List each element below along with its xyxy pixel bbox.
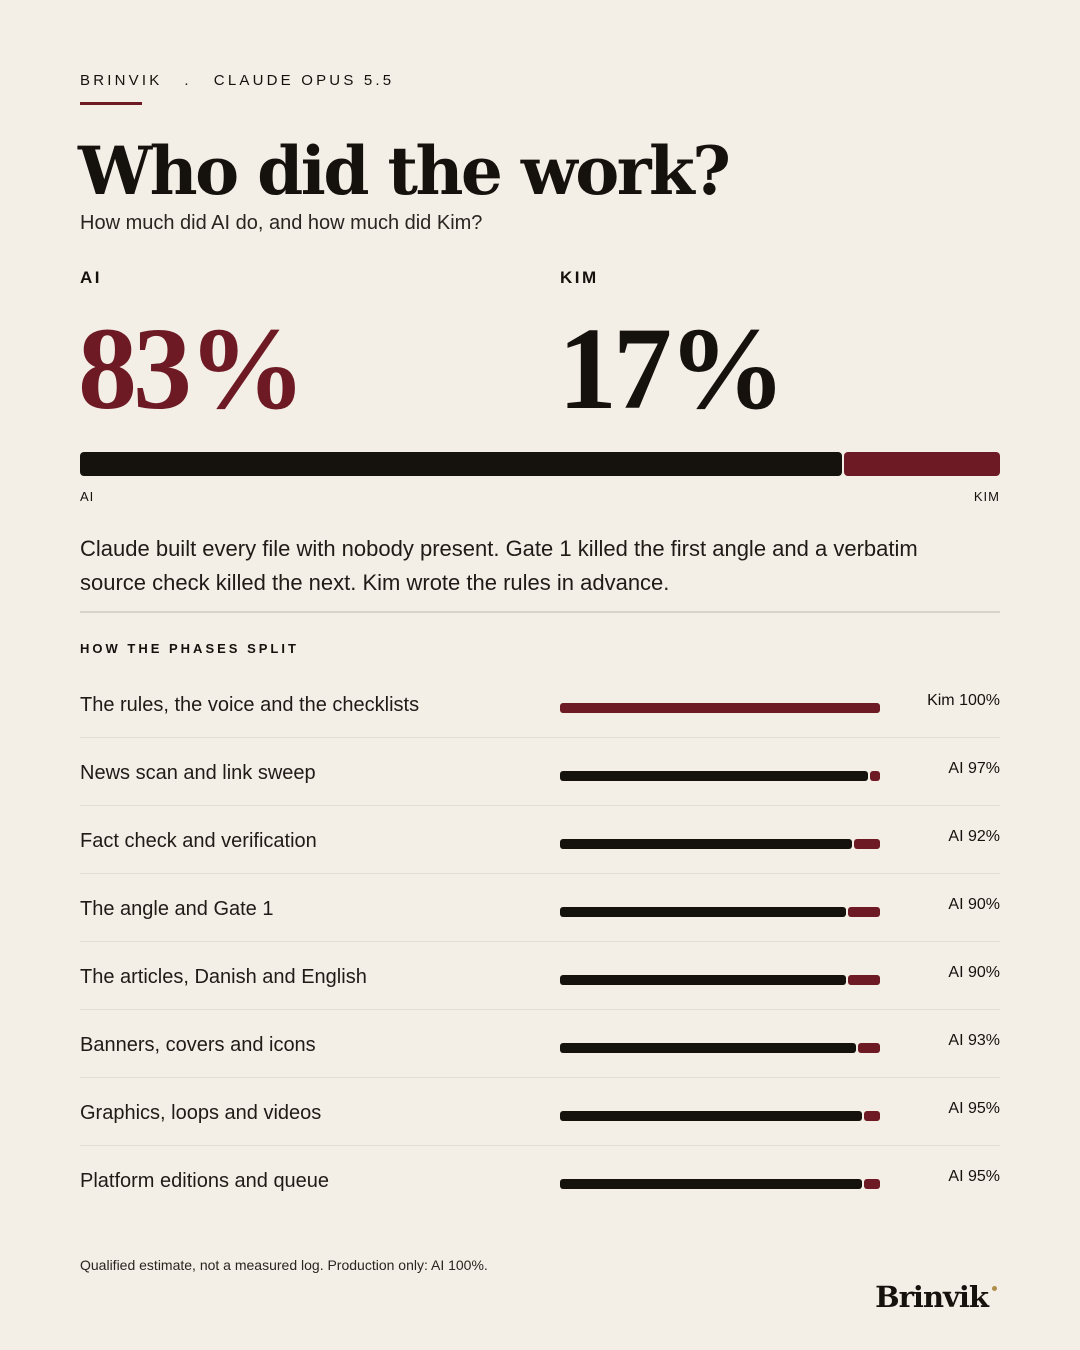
overall-ai-segment bbox=[80, 452, 842, 476]
phase-label: Fact check and verification bbox=[80, 830, 317, 852]
phase-label: News scan and link sweep bbox=[80, 762, 316, 784]
overall-split-bar bbox=[80, 452, 1000, 476]
description: Claude built every file with nobody pres… bbox=[80, 536, 918, 595]
bar-left-label: AI bbox=[80, 489, 95, 504]
row-divider bbox=[80, 941, 1000, 942]
phase-value-label: AI 97% bbox=[948, 760, 1000, 777]
phase-row: Platform editions and queue AI 95% bbox=[80, 1168, 1000, 1238]
kim-share-value: 17% bbox=[558, 303, 786, 434]
phase-value-label: AI 93% bbox=[948, 1032, 1000, 1049]
page-subtitle: How much did AI do, and how much did Kim… bbox=[80, 212, 483, 234]
kicker-brand: BRINVIK bbox=[80, 72, 163, 89]
row-divider bbox=[80, 1145, 1000, 1146]
phase-kim-segment bbox=[854, 839, 880, 849]
phase-row: The rules, the voice and the checklists K… bbox=[80, 692, 1000, 762]
phase-ai-segment bbox=[560, 771, 868, 781]
phase-row: Banners, covers and icons AI 93% bbox=[80, 1032, 1000, 1102]
phase-ai-segment bbox=[560, 1111, 862, 1121]
phase-ai-segment bbox=[560, 975, 846, 985]
phase-bar bbox=[560, 907, 880, 917]
kicker: BRINVIK. CLAUDE OPUS 5.5 bbox=[80, 72, 394, 89]
brand-dot bbox=[992, 1286, 997, 1291]
row-divider bbox=[80, 873, 1000, 874]
phase-row: News scan and link sweep AI 97% bbox=[80, 760, 1000, 830]
phase-row: The articles, Danish and English AI 90% bbox=[80, 964, 1000, 1034]
phase-value-label: Kim 100% bbox=[927, 692, 1000, 709]
footnote: Qualified estimate, not a measured log. … bbox=[80, 1257, 488, 1273]
phase-bar bbox=[560, 771, 880, 781]
phase-kim-segment bbox=[870, 771, 880, 781]
phase-label: The rules, the voice and the checklists bbox=[80, 694, 420, 716]
phase-kim-segment bbox=[864, 1111, 880, 1121]
phase-value-label: AI 95% bbox=[948, 1100, 1000, 1117]
ai-column-label: AI bbox=[80, 268, 102, 287]
phase-kim-segment bbox=[858, 1043, 880, 1053]
phase-bar bbox=[560, 1179, 880, 1189]
phase-bar bbox=[560, 703, 880, 713]
phase-label: The angle and Gate 1 bbox=[80, 898, 274, 920]
row-divider bbox=[80, 1009, 1000, 1010]
kicker-separator: . bbox=[184, 72, 192, 89]
phase-kim-segment bbox=[848, 907, 880, 917]
section-heading: HOW THE PHASES SPLIT bbox=[80, 641, 299, 656]
phase-value-label: AI 90% bbox=[948, 964, 1000, 981]
phase-row: Graphics, loops and videos AI 95% bbox=[80, 1100, 1000, 1170]
phase-bar bbox=[560, 1043, 880, 1053]
phase-label: Banners, covers and icons bbox=[80, 1034, 316, 1056]
phase-value-label: AI 90% bbox=[948, 896, 1000, 913]
phase-value-label: AI 95% bbox=[948, 1168, 1000, 1185]
phase-ai-segment bbox=[560, 839, 852, 849]
phase-bar bbox=[560, 839, 880, 849]
phase-label: Graphics, loops and videos bbox=[80, 1102, 322, 1124]
row-divider bbox=[80, 1077, 1000, 1078]
row-divider bbox=[80, 737, 1000, 738]
phase-label: The articles, Danish and English bbox=[80, 966, 367, 988]
bar-right-label: KIM bbox=[973, 489, 1000, 504]
page-title: Who did the work? bbox=[78, 132, 731, 210]
phase-row: Fact check and verification AI 92% bbox=[80, 828, 1000, 898]
overall-kim-segment bbox=[844, 452, 1000, 476]
phase-ai-segment bbox=[560, 1179, 862, 1189]
phase-value-label: AI 92% bbox=[948, 828, 1000, 845]
phase-ai-segment bbox=[560, 1043, 856, 1053]
phase-bar bbox=[560, 1111, 880, 1121]
phase-label: Platform editions and queue bbox=[80, 1170, 330, 1192]
kim-column-label: KIM bbox=[560, 268, 599, 287]
phase-ai-segment bbox=[560, 907, 846, 917]
phase-kim-segment bbox=[864, 1179, 880, 1189]
phase-bar bbox=[560, 975, 880, 985]
ai-share-value: 83% bbox=[78, 303, 306, 434]
phase-kim-segment bbox=[560, 703, 880, 713]
row-divider bbox=[80, 805, 1000, 806]
phase-row: The angle and Gate 1 AI 90% bbox=[80, 896, 1000, 966]
phase-kim-segment bbox=[848, 975, 880, 985]
kicker-model: CLAUDE OPUS 5.5 bbox=[213, 72, 395, 89]
divider bbox=[80, 611, 1000, 613]
brand-logo: Brinvik bbox=[875, 1280, 989, 1314]
kicker-underline bbox=[80, 102, 142, 105]
